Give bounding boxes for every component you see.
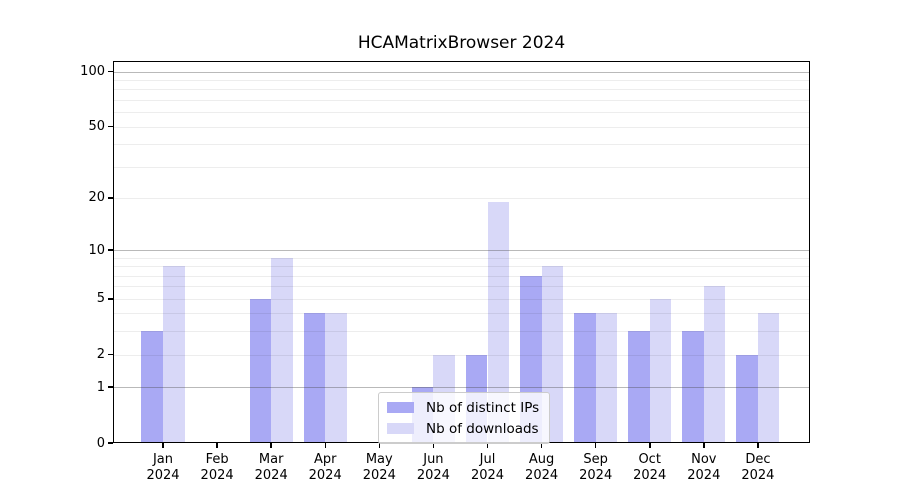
x-tick-label-jun-2024: Jun 2024: [416, 452, 450, 483]
x-tick-label-jan-2024: Jan 2024: [146, 452, 180, 483]
y-tick-label-50: 50: [88, 119, 105, 134]
legend-swatch-distinct-ips: [387, 402, 414, 413]
bar-nb-of-distinct-ips-jan-2024: [141, 331, 163, 443]
bar-nb-of-distinct-ips-apr-2024: [303, 313, 326, 443]
y-tick-50: [108, 125, 113, 128]
bar-nb-of-distinct-ips-dec-2024: [736, 354, 758, 443]
x-tick-label-sep-2024: Sep 2024: [579, 452, 613, 483]
x-tick-jun-2024: [432, 443, 435, 448]
x-tick-label-may-2024: May 2024: [362, 452, 396, 483]
x-tick-oct-2024: [649, 443, 651, 448]
y-tick-5: [108, 298, 113, 300]
x-tick-jan-2024: [162, 443, 164, 448]
x-tick-label-apr-2024: Apr 2024: [308, 452, 342, 483]
legend-label-distinct-ips: Nb of distinct IPs: [426, 399, 540, 416]
x-tick-jul-2024: [486, 443, 489, 448]
y-tick-10: [108, 249, 113, 251]
bar-nb-of-distinct-ips-sep-2024: [574, 313, 596, 443]
bar-nb-of-downloads-sep-2024: [595, 313, 618, 443]
y-tick-label-1: 1: [96, 379, 105, 395]
y-tick-label-2: 2: [96, 347, 105, 363]
bar-nb-of-downloads-dec-2024: [757, 313, 780, 443]
x-tick-dec-2024: [757, 443, 759, 448]
bar-nb-of-distinct-ips-mar-2024: [249, 298, 272, 443]
x-tick-mar-2024: [270, 443, 272, 448]
x-tick-label-oct-2024: Oct 2024: [633, 452, 667, 483]
y-tick-label-100: 100: [80, 64, 105, 79]
x-tick-label-dec-2024: Dec 2024: [741, 452, 775, 483]
x-tick-label-aug-2024: Aug 2024: [525, 452, 559, 483]
bar-nb-of-downloads-mar-2024: [271, 257, 293, 443]
y-tick-label-5: 5: [96, 291, 105, 307]
bar-nb-of-distinct-ips-oct-2024: [628, 331, 650, 443]
y-tick-label-0: 0: [96, 435, 105, 451]
y-tick-label-10: 10: [88, 242, 105, 258]
x-tick-label-nov-2024: Nov 2024: [687, 452, 721, 483]
bar-nb-of-downloads-oct-2024: [649, 298, 672, 443]
bar-nb-of-downloads-jul-2024: [487, 201, 510, 443]
x-tick-aug-2024: [540, 443, 543, 448]
y-tick-label-20: 20: [88, 190, 105, 206]
plot-area: Nb of distinct IPs Nb of downloads: [113, 61, 810, 444]
y-tick-0: [108, 442, 113, 444]
y-tick-20: [108, 197, 113, 199]
bar-nb-of-distinct-ips-nov-2024: [682, 331, 704, 443]
x-tick-apr-2024: [324, 443, 326, 448]
x-tick-may-2024: [378, 443, 381, 448]
x-tick-sep-2024: [594, 443, 597, 448]
bar-nb-of-downloads-jan-2024: [163, 266, 185, 443]
x-tick-feb-2024: [216, 443, 218, 448]
legend-label-downloads: Nb of downloads: [426, 420, 539, 437]
legend-item-distinct-ips: Nb of distinct IPs: [387, 399, 539, 416]
x-tick-label-mar-2024: Mar 2024: [254, 452, 288, 483]
x-tick-label-jul-2024: Jul 2024: [470, 452, 505, 483]
legend-item-downloads: Nb of downloads: [387, 420, 539, 437]
x-tick-nov-2024: [703, 443, 705, 448]
bars-layer: [113, 61, 810, 443]
y-tick-1: [108, 386, 113, 388]
chart-title: HCAMatrixBrowser 2024: [357, 33, 566, 53]
bar-nb-of-downloads-apr-2024: [325, 313, 347, 443]
y-tick-2: [108, 353, 113, 356]
y-tick-100: [108, 70, 113, 73]
legend: Nb of distinct IPs Nb of downloads: [378, 392, 551, 444]
x-tick-label-feb-2024: Feb 2024: [200, 452, 234, 483]
bar-nb-of-downloads-nov-2024: [703, 286, 726, 443]
legend-swatch-downloads: [387, 423, 414, 434]
